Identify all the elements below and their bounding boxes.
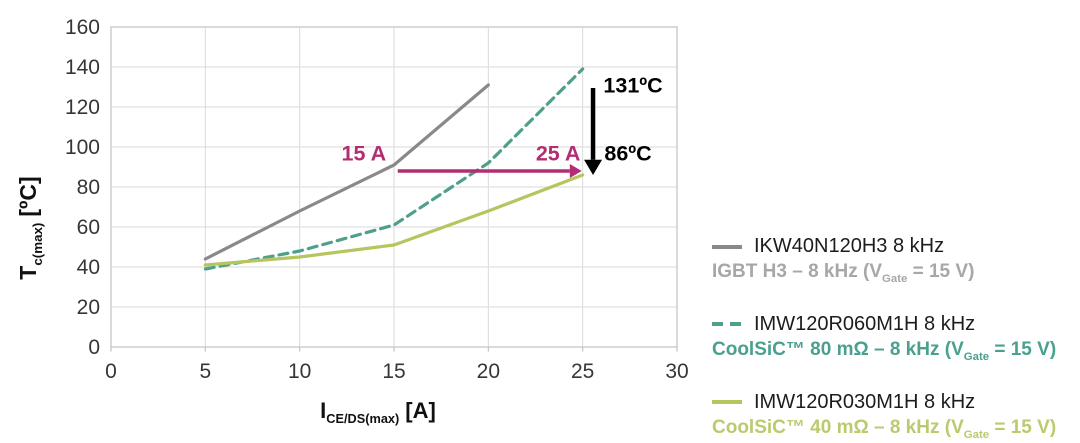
legend-swatch-coolsic-40-line [712, 400, 742, 405]
series-line-0 [203, 83, 490, 261]
y-tick-labels: 0 20 40 60 80 100 120 140 160 [65, 16, 100, 359]
legend-series-description: CoolSiC™ 80 mΩ – 8 kHz (VGate = 15 V) [712, 337, 1080, 370]
svg-text:15: 15 [382, 360, 405, 383]
x-tick-labels: 0 5 10 15 20 25 30 [105, 360, 689, 383]
svg-text:60: 60 [77, 216, 100, 239]
x-axis-unit: [A] [405, 397, 436, 423]
legend-desc-text: IGBT H3 – 8 kHz (V [712, 261, 882, 282]
series-line-2 [203, 173, 585, 267]
x-axis-symbol: I [320, 397, 327, 423]
legend-row: IKW40N120H3 8 kHz [712, 234, 1080, 259]
y-axis-symbol: T [15, 265, 42, 280]
chart-plot: 0 5 10 15 20 25 30 0 20 40 60 80 100 120 140 160 15 A 25 … [65, 16, 689, 383]
svg-text:120: 120 [65, 96, 100, 119]
svg-text:160: 160 [65, 16, 100, 39]
legend-series-name: IMW120R030M1H 8 kHz [754, 390, 976, 413]
legend-series-name: IKW40N120H3 8 kHz [754, 235, 945, 257]
label-86c: 86ºC [604, 142, 651, 166]
legend-item-coolsic-80mohm: IMW120R060M1H 8 kHz CoolSiC™ 80 mΩ – 8 k… [712, 312, 1080, 370]
svg-text:40: 40 [77, 256, 100, 279]
legend-desc-text: CoolSiC™ 40 mΩ – 8 kHz (V [712, 416, 964, 438]
svg-text:5: 5 [199, 360, 211, 383]
gridlines [110, 26, 678, 348]
legend-desc-text: = 15 V) [989, 416, 1057, 438]
legend-row: IMW120R060M1H 8 kHz [712, 312, 1080, 337]
legend-series-description: CoolSiC™ 40 mΩ – 8 kHz (VGate = 15 V) [712, 415, 1080, 443]
svg-text:0: 0 [88, 336, 100, 359]
y-axis-label: Tc(max) [ºC] [15, 176, 45, 279]
label-131c: 131ºC [603, 74, 662, 98]
svg-text:100: 100 [65, 136, 100, 159]
legend-desc-text: CoolSiC™ 80 mΩ – 8 kHz (V [712, 338, 964, 360]
x-tick-marks [110, 347, 678, 352]
arrow-131c-to-86c [584, 88, 603, 175]
legend-row: IMW120R030M1H 8 kHz [712, 390, 1080, 415]
legend-item-igbt: IKW40N120H3 8 kHz IGBT H3 – 8 kHz (VGate… [712, 234, 1080, 292]
svg-text:25: 25 [571, 360, 594, 383]
x-axis-subscript: CE/DS(max) [326, 411, 400, 427]
legend-swatch-coolsic-80-dashed-line [712, 322, 742, 327]
legend-desc-text: = 15 V) [989, 338, 1057, 360]
series-line-1 [203, 67, 585, 271]
legend-desc-text: = 15 V) [907, 261, 975, 282]
legend-item-coolsic-40mohm: IMW120R030M1H 8 kHz CoolSiC™ 40 mΩ – 8 k… [712, 390, 1080, 443]
label-15a: 15 A [342, 142, 387, 166]
svg-text:0: 0 [105, 360, 117, 383]
legend-series-description: IGBT H3 – 8 kHz (VGate = 15 V) [712, 259, 1080, 292]
svg-text:10: 10 [288, 360, 311, 383]
svg-text:20: 20 [477, 360, 500, 383]
arrow-15a-to-25a [397, 164, 582, 178]
legend-desc-subscript: Gate [963, 350, 990, 363]
legend-swatch-igbt-line [712, 244, 742, 249]
legend-desc-subscript: Gate [882, 272, 908, 285]
svg-text:80: 80 [77, 176, 100, 199]
y-axis-unit: [ºC] [15, 176, 42, 217]
y-axis-subscript: c(max) [29, 222, 45, 266]
svg-text:140: 140 [65, 56, 100, 79]
svg-text:20: 20 [77, 296, 100, 319]
legend-series-name: IMW120R060M1H 8 kHz [754, 312, 976, 335]
svg-text:30: 30 [665, 360, 688, 383]
label-25a: 25 A [536, 142, 581, 166]
x-axis-label: ICE/DS(max) [A] [320, 398, 436, 426]
legend-desc-subscript: Gate [963, 428, 990, 441]
legend: IKW40N120H3 8 kHz IGBT H3 – 8 kHz (VGate… [712, 234, 1080, 443]
